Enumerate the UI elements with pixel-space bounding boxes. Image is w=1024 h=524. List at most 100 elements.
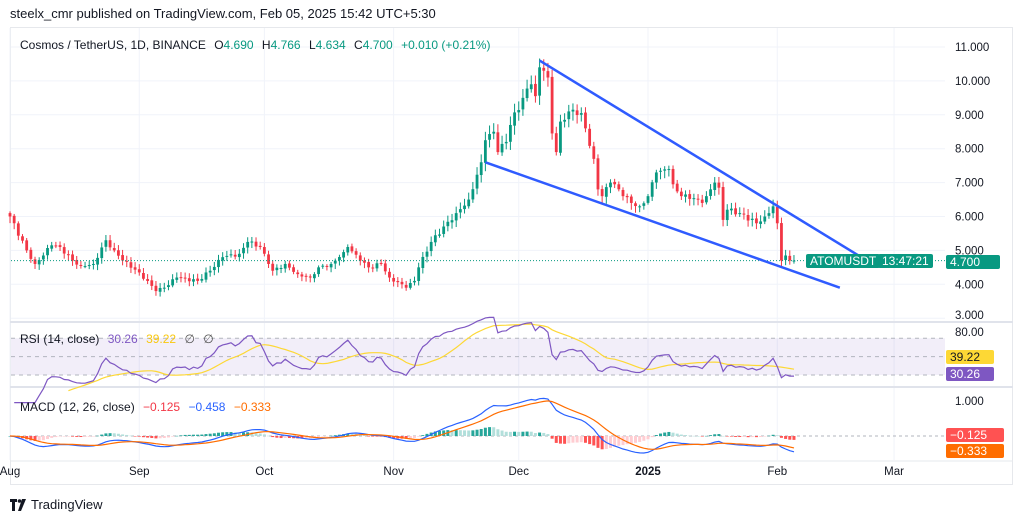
candle-body [671,168,675,185]
macd-histogram-bar [738,436,742,437]
candle-body [442,226,446,234]
macd-histogram-bar [100,434,104,436]
candle-body [429,241,433,252]
macd-histogram-bar [771,434,775,436]
candle-body [575,110,579,116]
macd-histogram-bar [204,434,208,436]
macd-histogram-bar [508,431,512,436]
candle-body [475,174,479,189]
macd-histogram-bar [116,433,120,436]
macd-histogram-bar [750,436,754,438]
candle-body [121,255,124,261]
rsi-line [14,316,794,404]
candle-body [117,250,120,256]
macd-histogram-bar [492,427,496,436]
macd-signal-tag: −0.333 [946,444,1004,458]
candle-body [725,209,729,221]
macd-histogram-bar [158,436,162,439]
candle-body [25,240,29,251]
macd-histogram-bar [171,436,175,437]
macd-histogram-bar [225,432,229,436]
candle-body [421,256,425,269]
symbol-title[interactable]: Cosmos / TetherUS, 1D, BINANCE [20,38,206,52]
candle-body [379,262,383,264]
candle-body [755,218,758,224]
macd-histogram-bar [546,434,550,436]
candle-body [688,194,692,199]
candle-body [771,206,775,214]
candle-body [275,267,279,271]
close-label: C [354,38,363,52]
macd-legend: MACD (12, 26, close) −0.125 −0.458 −0.33… [20,400,276,414]
candle-body [604,187,608,197]
candle-body [750,218,754,220]
candle-body [563,119,567,122]
price-tick-label: 11.000 [955,42,989,54]
macd-histogram-bar [563,436,567,444]
candle-body [358,255,362,261]
candle-body [129,262,133,268]
candle-body [75,259,79,265]
macd-histogram-bar [554,436,558,443]
candle-body [542,67,546,71]
macd-histogram-bar [463,430,467,436]
candle-body [58,245,62,248]
macd-histogram-bar [62,436,66,437]
candle-body [100,247,104,259]
macd-histogram-bar [583,436,587,443]
candle-body [500,143,504,153]
candle-body [438,234,441,236]
candle-body [529,84,533,90]
candle-body [454,213,458,221]
candle-body [700,199,704,203]
candle-body [363,260,366,263]
candle-body [237,253,241,258]
candle-body [663,169,667,171]
candle-body [62,247,66,254]
candle-body [488,134,491,140]
macd-histogram-bar [725,436,729,437]
candle-body [50,245,54,249]
candle-body [375,263,379,269]
candle-body [267,254,270,264]
candle-body [279,267,283,269]
candle-body [304,275,308,277]
macd-histogram-bar [634,436,637,443]
rsi-title[interactable]: RSI (14, close) [20,332,100,346]
candle-body [571,109,575,112]
macd-title[interactable]: MACD (12, 26, close) [20,400,135,414]
macd-histogram-bar [33,436,37,441]
macd-histogram-bar [417,436,421,437]
macd-histogram-bar [108,433,112,436]
candle-body [483,140,487,163]
candle-body [354,251,358,255]
macd-histogram-bar [212,433,216,436]
macd-line [9,397,795,454]
candle-body [333,260,337,264]
macd-histogram-bar [454,430,458,436]
candle-body [759,221,762,224]
candle-body [471,189,475,200]
macd-histogram-bar [525,431,529,436]
tradingview-logo-icon [10,498,26,511]
macd-histogram-bar [208,433,212,436]
macd-hist-value: −0.125 [143,400,181,414]
candle-body [83,266,87,268]
macd-histogram-bar [29,436,33,441]
tradingview-brand[interactable]: TradingView [10,497,103,512]
open-value: 4.690 [223,38,254,52]
macd-histogram-bar [763,436,767,437]
candle-body [554,133,558,153]
candle-body [534,83,537,97]
candle-body [525,88,529,99]
candle-body [71,254,74,261]
macd-histogram-bar [87,436,91,437]
macd-histogram-bar [529,431,533,436]
macd-histogram-bar [613,436,617,447]
macd-histogram-bar [166,436,170,438]
change-value: +0.010 (+0.21%) [401,38,491,52]
macd-histogram-bar [121,434,125,436]
macd-histogram-bar [91,436,95,437]
candle-body [521,97,525,110]
